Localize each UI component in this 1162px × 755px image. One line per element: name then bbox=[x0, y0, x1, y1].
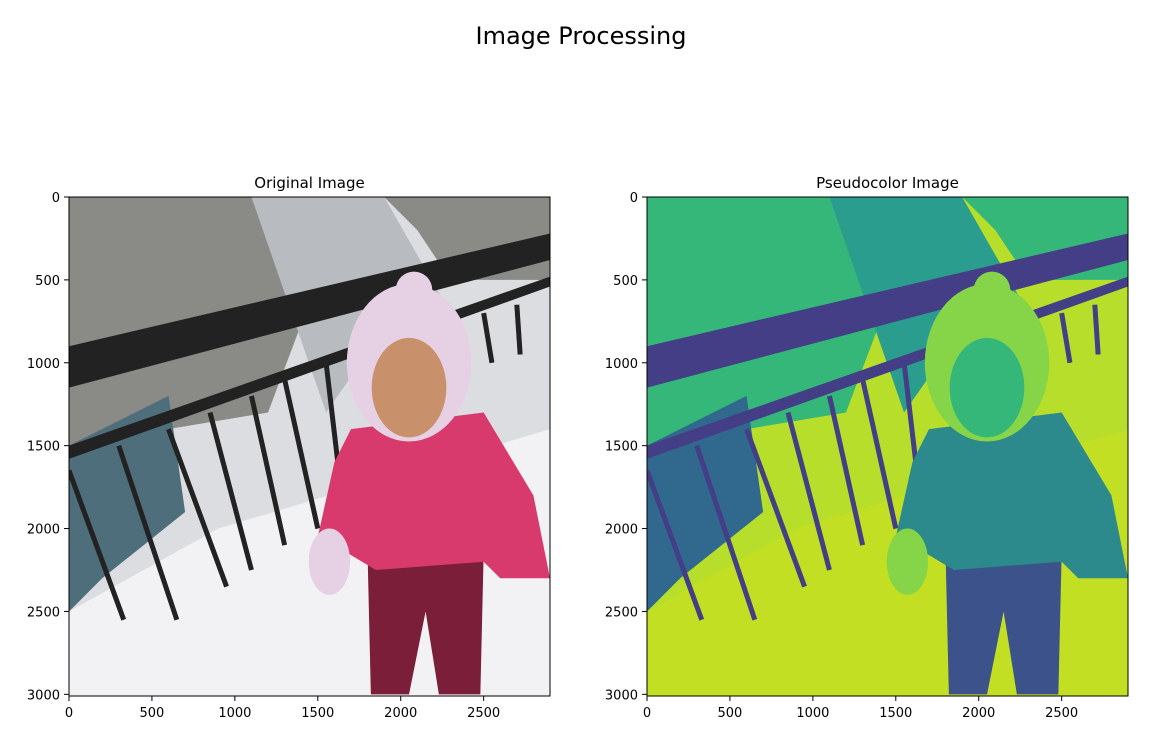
image-child-jacket bbox=[317, 412, 550, 579]
chart-panel-2: Pseudocolor Image 0 500 1000 1500 2000 2500 0 50… bbox=[605, 174, 1129, 721]
x-tick-label: 2500 bbox=[1045, 706, 1078, 721]
y-tick-label: 1500 bbox=[27, 440, 60, 455]
axes-title: Original Image bbox=[254, 174, 364, 192]
image-child-mitten bbox=[308, 528, 351, 595]
image-content bbox=[69, 197, 550, 696]
image-child-mitten bbox=[886, 528, 929, 595]
image-post bbox=[282, 378, 321, 530]
x-tick-label: 2500 bbox=[467, 706, 500, 721]
axes-frame bbox=[68, 196, 551, 697]
x-tick-label: 0 bbox=[65, 706, 73, 721]
axes-frame bbox=[646, 196, 1129, 697]
image-post bbox=[1092, 304, 1101, 355]
image-post bbox=[647, 469, 705, 621]
image-handrail bbox=[647, 233, 1128, 388]
y-tick-label: 3000 bbox=[605, 688, 638, 703]
image-post bbox=[827, 395, 866, 546]
image-post bbox=[1059, 312, 1073, 364]
y-tick-label: 1000 bbox=[27, 357, 60, 372]
x-tick-label: 0 bbox=[643, 706, 651, 721]
x-tick-label: 500 bbox=[718, 706, 743, 721]
image-post bbox=[116, 444, 180, 621]
y-tick-label: 3000 bbox=[27, 688, 60, 703]
image-post bbox=[166, 428, 229, 588]
x-tick-label: 1000 bbox=[796, 706, 829, 721]
image-water bbox=[69, 395, 186, 612]
image-handrail bbox=[69, 233, 550, 388]
image-child-pants bbox=[945, 553, 1062, 695]
image-post bbox=[744, 428, 807, 588]
image-post bbox=[249, 395, 288, 546]
x-tick-label: 500 bbox=[140, 706, 165, 721]
x-tick-label: 2000 bbox=[384, 706, 417, 721]
chart-panel-1: Original Image 0 500 1000 1500 2000 2500 0 500 10… bbox=[27, 174, 551, 721]
image-child-hat-pompom bbox=[973, 271, 1011, 309]
image-post bbox=[785, 411, 832, 571]
image-post bbox=[514, 304, 523, 355]
x-tick-label: 2000 bbox=[962, 706, 995, 721]
y-tick-label: 0 bbox=[630, 191, 638, 206]
x-tick-label: 1000 bbox=[218, 706, 251, 721]
y-tick-label: 500 bbox=[613, 274, 638, 289]
x-tick-label: 1500 bbox=[301, 706, 334, 721]
y-tick-label: 2500 bbox=[27, 605, 60, 620]
y-tick-label: 500 bbox=[35, 274, 60, 289]
image-post bbox=[207, 411, 254, 571]
image-water bbox=[647, 395, 764, 612]
axes-title: Pseudocolor Image bbox=[816, 174, 959, 192]
image-post bbox=[69, 469, 127, 621]
image-child-jacket bbox=[895, 412, 1128, 579]
y-tick-label: 1500 bbox=[605, 440, 638, 455]
y-tick-label: 2000 bbox=[27, 523, 60, 538]
image-child-hat-pompom bbox=[395, 271, 433, 309]
image-content bbox=[647, 197, 1128, 696]
image-child-face bbox=[371, 337, 447, 438]
image-post bbox=[860, 378, 899, 530]
image-child-face bbox=[949, 337, 1025, 438]
y-tick-label: 1000 bbox=[605, 357, 638, 372]
y-tick-label: 2000 bbox=[605, 523, 638, 538]
image-post bbox=[694, 444, 758, 621]
image-child-pants bbox=[367, 553, 484, 695]
figure-suptitle: Image Processing bbox=[475, 22, 687, 50]
x-tick-label: 1500 bbox=[879, 706, 912, 721]
y-tick-label: 0 bbox=[52, 191, 60, 206]
y-tick-label: 2500 bbox=[605, 605, 638, 620]
image-post bbox=[481, 312, 495, 364]
